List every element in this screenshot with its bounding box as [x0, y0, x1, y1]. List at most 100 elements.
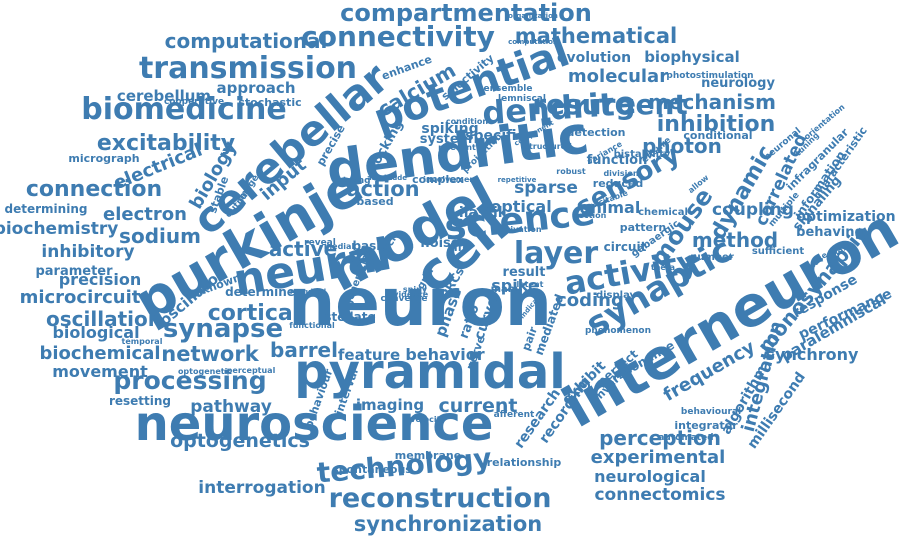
cloud-word: cortical — [208, 301, 301, 326]
cloud-word: theta — [651, 263, 675, 272]
cloud-word: feature — [338, 346, 400, 364]
cloud-word: layer — [514, 236, 599, 271]
cloud-word: sparse — [514, 178, 578, 198]
cloud-word: compartmentation — [340, 0, 592, 27]
cloud-word: photon — [642, 134, 722, 158]
cloud-word: biochemistry — [0, 219, 118, 239]
cloud-word: biomedicine — [81, 92, 287, 127]
cloud-word: amplitude — [367, 174, 407, 182]
cloud-word: coding — [556, 290, 624, 311]
cloud-word: active — [269, 237, 337, 261]
cloud-word: ilastik — [459, 205, 508, 221]
cloud-word: circuit — [604, 240, 647, 254]
cloud-word: pattern — [620, 221, 667, 234]
cloud-word: pathway — [190, 397, 272, 417]
cloud-word: display — [596, 290, 637, 301]
cloud-word: computation — [508, 38, 558, 46]
cloud-word: automated — [658, 433, 713, 443]
cloud-word: noise — [420, 236, 459, 251]
cloud-word: network — [161, 342, 259, 366]
cloud-word: connectivity — [301, 20, 495, 53]
cloud-word: lemniscal — [498, 94, 546, 104]
cloud-word: synapse — [163, 314, 283, 344]
cloud-word: mathematical — [515, 24, 677, 48]
cloud-word: precision — [59, 270, 142, 289]
cloud-word: activation — [496, 225, 541, 234]
cloud-word: relevant — [438, 143, 476, 152]
cloud-word: molecular — [568, 66, 668, 87]
cloud-word: organization — [508, 12, 558, 20]
cloud-word: micrograph — [68, 152, 139, 165]
cloud-word: conditional — [683, 129, 752, 142]
cloud-word: behavioural — [681, 407, 741, 417]
cloud-word: approach — [217, 79, 296, 97]
cloud-word: determine — [225, 285, 295, 299]
cloud-word: reduced — [593, 177, 643, 190]
cloud-word: repetitive — [498, 176, 537, 184]
cloud-word: oscillation — [46, 307, 162, 331]
cloud-word: detection — [567, 126, 626, 139]
cloud-word: movement — [52, 362, 148, 381]
cloud-word: stellate — [324, 310, 375, 324]
cloud-word: life — [450, 241, 470, 254]
cloud-word: excitability — [97, 131, 235, 156]
cloud-word: determining — [5, 202, 88, 216]
cloud-word: recruited — [290, 288, 326, 296]
cloud-word: inhibitory — [41, 242, 134, 262]
cloud-word: spiny — [403, 285, 428, 294]
cloud-word: perceptual — [227, 366, 276, 375]
cloud-word: specific — [465, 128, 525, 144]
cloud-word: connection — [26, 177, 162, 202]
cloud-word: current — [438, 395, 517, 417]
cloud-word: barrel — [270, 338, 338, 362]
cloud-word: inhibition — [657, 112, 776, 137]
cloud-word: result — [503, 265, 546, 280]
cloud-word: biochemical — [39, 343, 160, 364]
cloud-word: cerebellum — [117, 87, 211, 105]
cloud-word: temporal — [122, 337, 163, 346]
cloud-word: strong — [337, 176, 370, 186]
cloud-word: spontaneous — [332, 463, 412, 476]
cloud-word: parameter — [35, 264, 113, 279]
cloud-word: ensemble — [484, 84, 533, 94]
cloud-word: converge — [381, 294, 428, 304]
cloud-word: processing — [113, 366, 266, 395]
cloud-word: phenomenon — [585, 326, 651, 336]
cloud-word: system — [420, 132, 473, 147]
cloud-word: chemical — [638, 207, 688, 218]
cloud-word: number — [690, 252, 734, 263]
cloud-word: bistability — [614, 149, 671, 160]
cloud-word: optogenetics — [170, 430, 310, 452]
cloud-word: latent — [517, 280, 544, 289]
cloud-word: biophysical — [644, 48, 740, 66]
cloud-word: computational — [165, 29, 328, 53]
cloud-word: division — [603, 169, 638, 178]
cloud-word: optogenetic — [178, 367, 232, 376]
cloud-word: microcircuit — [20, 287, 141, 308]
cloud-word: transmission — [139, 51, 357, 86]
cloud-word: structured — [524, 142, 572, 151]
cloud-word: resurgent — [532, 88, 688, 121]
cloud-word: based — [356, 195, 393, 208]
cloud-word: neurology — [701, 76, 775, 91]
cloud-word: biological — [52, 323, 139, 342]
cloud-word: cooperative — [164, 97, 224, 107]
cloud-word: involvement — [423, 175, 479, 184]
cloud-word: neurological — [594, 467, 706, 486]
cloud-word: complex — [412, 173, 464, 186]
cloud-word: synchronization — [354, 512, 542, 536]
cloud-word: imaging — [356, 396, 424, 414]
cloud-word: evolution — [557, 50, 631, 66]
cloud-word: optimization — [796, 209, 895, 225]
cloud-word: optical — [490, 197, 551, 216]
cloud-word: section — [574, 211, 607, 220]
cloud-word: animal — [580, 198, 641, 217]
cloud-word: integrator — [674, 419, 738, 432]
cloud-word: method — [692, 228, 778, 252]
cloud-word: neuron — [288, 264, 552, 341]
cloud-word: mechanism — [648, 90, 776, 114]
cloud-word: condition — [446, 117, 488, 126]
cloud-word: evidence — [388, 290, 429, 299]
cloud-word: spiking — [421, 121, 478, 137]
